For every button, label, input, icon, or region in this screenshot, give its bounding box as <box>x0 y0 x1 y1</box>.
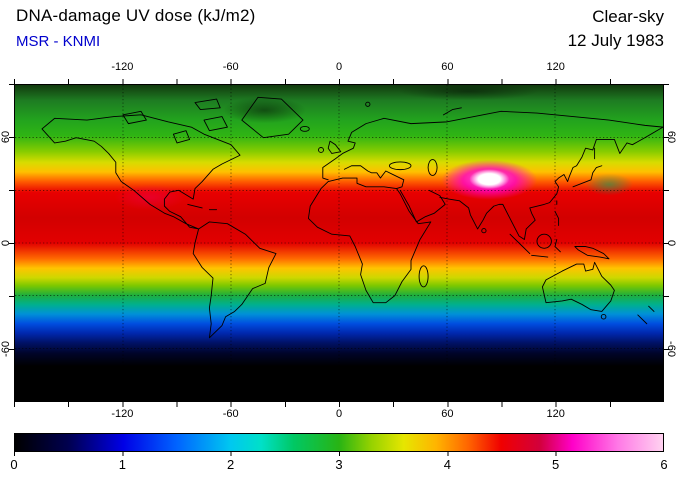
coastline-caspian-sea <box>428 160 437 176</box>
coastline-new-zealand <box>638 306 654 324</box>
coastline-sri-lanka <box>482 229 486 233</box>
lon-tick-label: -60 <box>222 61 239 73</box>
coastline-baffin-island <box>204 117 227 131</box>
coastline-arabia <box>400 190 445 222</box>
coastline-ireland <box>318 147 323 152</box>
colorbar-tick-label: 4 <box>443 457 451 472</box>
lon-tick-label: 60 <box>441 408 454 420</box>
coastline-mediterranean <box>344 166 403 189</box>
colorbar-tick-label: 1 <box>118 457 126 472</box>
lat-tick-label: -60 <box>665 341 677 357</box>
colorbar-tick-label: 2 <box>227 457 235 472</box>
coastline-australia <box>542 262 614 311</box>
coastline-japan <box>573 166 602 187</box>
lat-tick-label: 0 <box>0 239 12 247</box>
colorbar-tick-label: 3 <box>335 457 343 472</box>
coastline-britain <box>328 141 341 153</box>
colorbar-tick-label: 6 <box>660 457 668 472</box>
source-label: MSR - KNMI <box>16 33 101 50</box>
colorbar-labels: 0 1 2 3 4 5 6 <box>10 457 668 473</box>
coastline-africa <box>308 178 430 303</box>
lon-tick-label: 60 <box>441 61 454 73</box>
lon-tick-label: 0 <box>335 61 343 73</box>
lat-tick-label: 0 <box>665 239 677 247</box>
date-label: 12 July 1983 <box>567 31 664 50</box>
coastline-java <box>532 255 548 257</box>
coastline-black-sea <box>389 162 411 170</box>
colorbar-tick-label: 5 <box>552 457 560 472</box>
lon-tick-label: 0 <box>335 408 343 420</box>
map-overlay-svg <box>15 85 663 401</box>
lat-tick-label: 60 <box>0 130 12 144</box>
lat-tick-label: 60 <box>665 130 677 144</box>
page-title: DNA-damage UV dose (kJ/m2) <box>16 6 256 25</box>
top-axis-ticks <box>14 79 664 84</box>
coastline-philippines <box>555 211 559 225</box>
coastline-sumatra <box>510 234 530 253</box>
coastline-iceland <box>300 126 309 131</box>
coastline-arctic-islands <box>123 99 220 124</box>
lon-tick-label: -120 <box>111 408 134 420</box>
condition-label: Clear-sky <box>592 7 664 26</box>
coastlines <box>42 97 663 338</box>
coastline-europe-arctic <box>323 111 663 179</box>
grid-lines <box>15 85 663 401</box>
colorbar-tick-label: 0 <box>10 457 18 472</box>
colorbar-gradient <box>14 433 664 452</box>
lon-tick-label: 120 <box>546 408 565 420</box>
coastline-caribbean <box>188 204 217 209</box>
coastline-svalbard <box>366 102 370 106</box>
coastline-madagascar <box>419 266 428 287</box>
coastline-south-america <box>193 222 276 338</box>
coastline-south-east-asia <box>440 127 663 239</box>
lon-tick-label: 120 <box>546 61 565 73</box>
coastline-north-america <box>42 115 240 229</box>
right-axis-ticks <box>664 84 669 402</box>
top-axis-labels: -120 -60 0 60 120 <box>14 61 664 75</box>
bottom-axis-labels: -120 -60 0 60 120 <box>14 408 664 422</box>
coastline-novaya-zemlya <box>443 108 461 115</box>
colorbar-ticks <box>14 452 664 456</box>
lat-tick-label: -60 <box>0 341 12 357</box>
coastline-borneo <box>537 234 551 248</box>
lon-tick-label: -120 <box>111 61 134 73</box>
left-axis-ticks <box>9 84 14 402</box>
world-uv-map <box>14 84 664 402</box>
coastline-sulawesi <box>555 239 560 251</box>
coastline-greenland <box>242 97 303 137</box>
coastline-hudson-bay <box>173 131 189 143</box>
coastline-tasmania <box>601 314 606 319</box>
condition-date-block: Clear-sky 12 July 1983 <box>568 5 664 53</box>
lon-tick-label: -60 <box>222 408 239 420</box>
bottom-axis-ticks <box>14 402 664 407</box>
coastline-new-guinea <box>575 247 609 259</box>
